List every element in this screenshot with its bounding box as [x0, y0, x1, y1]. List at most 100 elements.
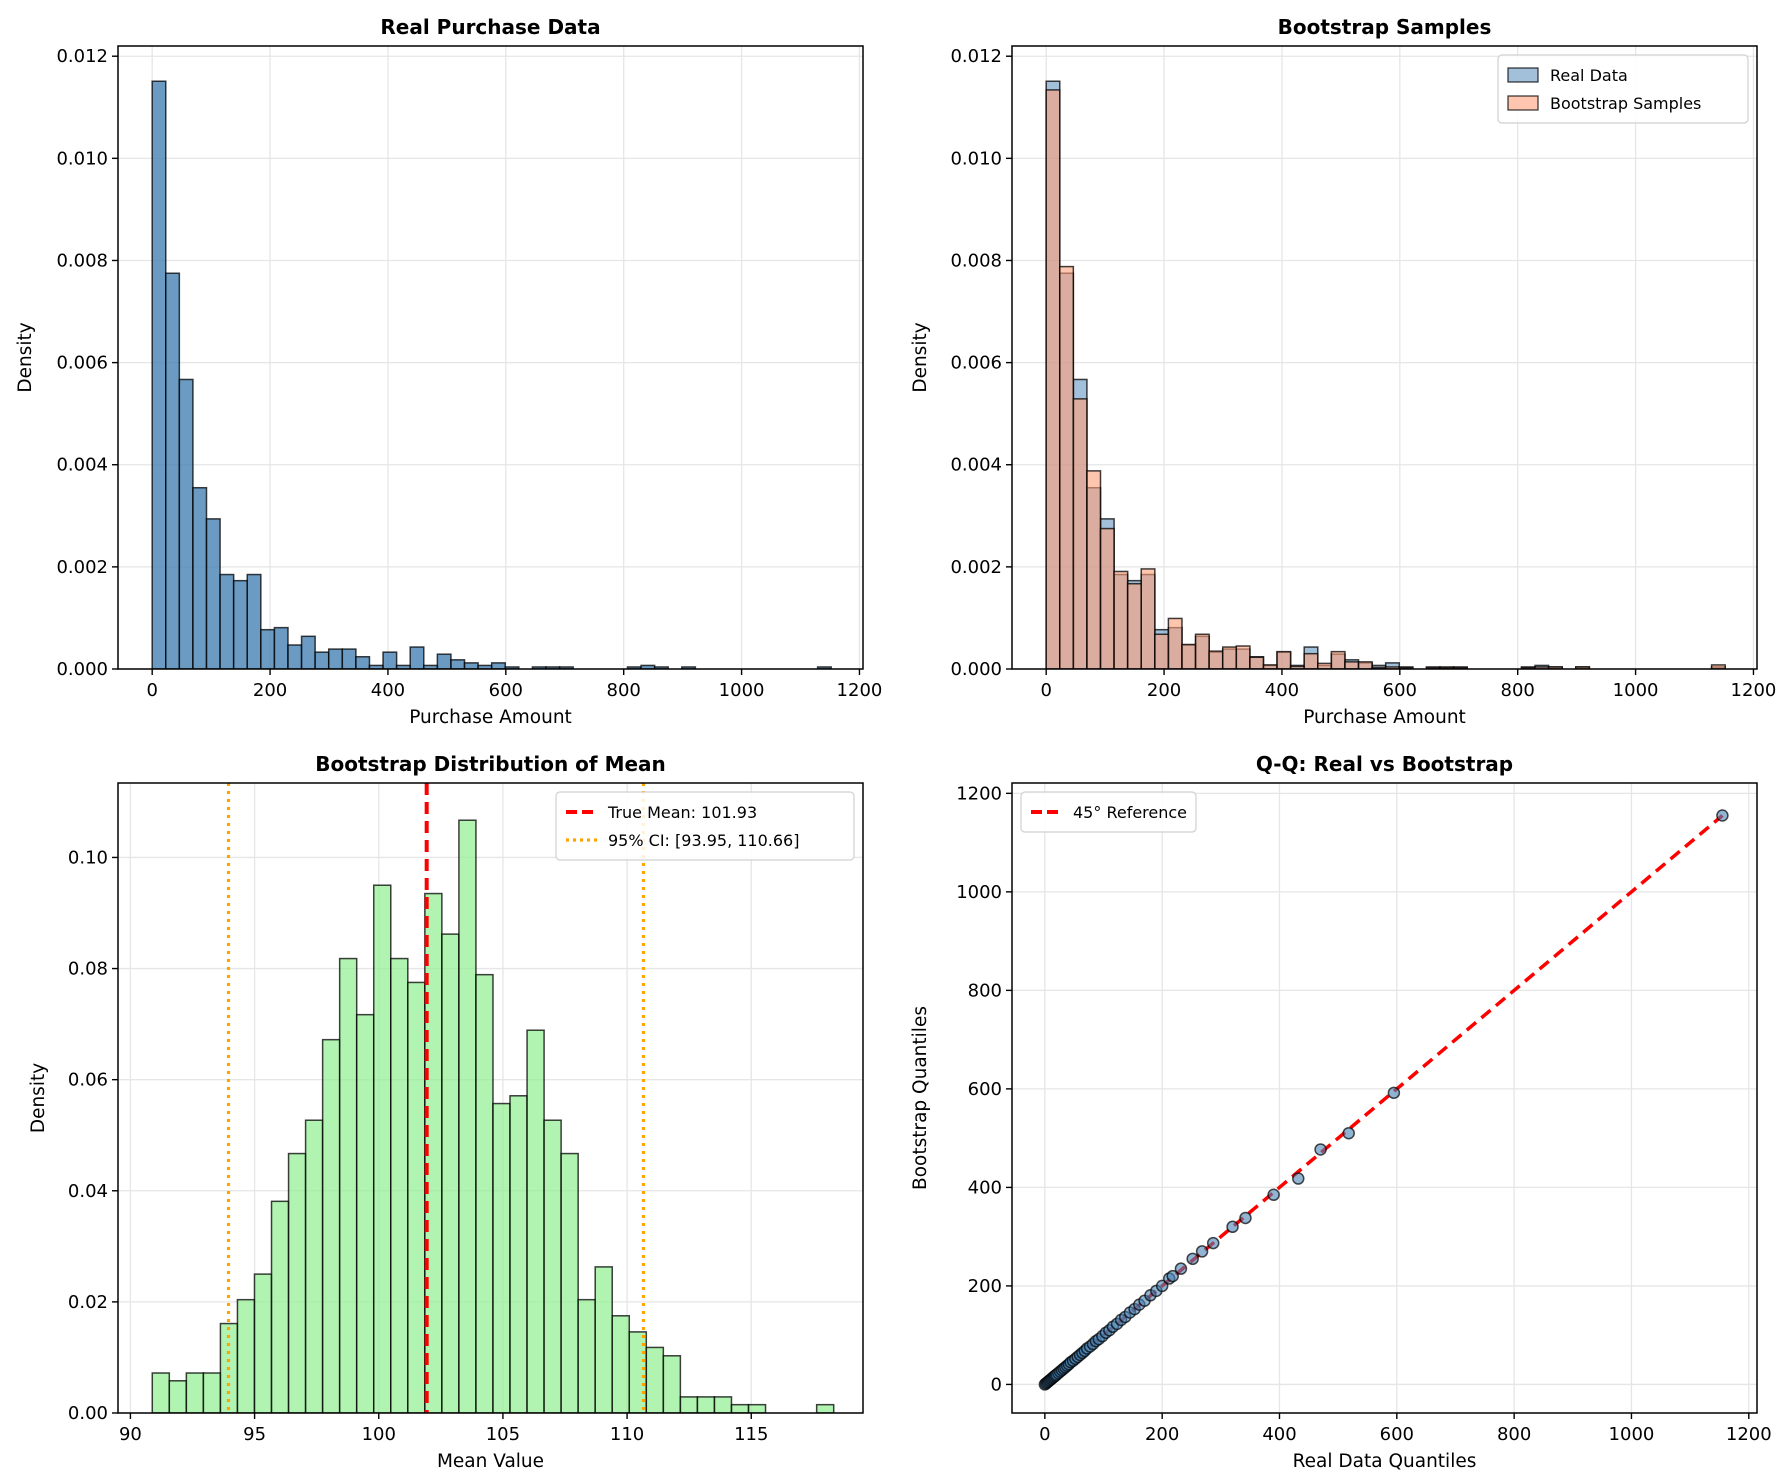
histogram-bar — [341, 648, 357, 669]
x-tick-label: 600 — [489, 680, 523, 701]
qq-point — [1166, 1269, 1179, 1283]
y-tick-label: 0.006 — [950, 353, 1002, 374]
histogram-bar — [458, 819, 477, 1413]
legend: 45° Reference — [1020, 791, 1197, 833]
qq-point — [1342, 1126, 1355, 1140]
x-tick-label: 115 — [734, 1424, 768, 1445]
histogram-bar — [178, 378, 194, 669]
histogram-bar — [558, 666, 574, 669]
x-tick-label: 600 — [1383, 680, 1417, 701]
histogram-bar — [730, 1403, 750, 1413]
histogram-bar — [314, 651, 330, 669]
y-tick-label: 0.008 — [950, 250, 1002, 271]
x-tick-label: 1200 — [1726, 1424, 1772, 1445]
y-tick-label: 0.010 — [56, 148, 108, 169]
plot-area — [151, 80, 832, 669]
histogram-bar — [202, 1372, 222, 1413]
y-tick-label: 0.000 — [56, 659, 108, 680]
histogram-bar — [713, 1396, 733, 1413]
y-tick-label: 0.02 — [68, 1292, 108, 1313]
histogram-bar — [543, 1119, 562, 1413]
y-tick-label: 0.004 — [950, 455, 1002, 476]
x-tick-label: 100 — [362, 1424, 396, 1445]
histogram-bar — [1384, 662, 1401, 669]
qq-point — [1155, 1279, 1169, 1293]
y-axis-label: Density — [28, 1063, 49, 1133]
histogram-bar — [504, 666, 520, 669]
y-tick-label: 0.04 — [68, 1181, 108, 1202]
x-tick-label: 400 — [371, 680, 405, 701]
y-tick-label: 0.012 — [950, 46, 1002, 67]
y-tick-label: 1200 — [956, 783, 1002, 804]
axes-frame — [1011, 782, 1758, 1414]
qq-point — [1239, 1211, 1252, 1225]
plot-area — [1045, 80, 1726, 669]
legend-label: 45° Reference — [1073, 803, 1187, 822]
x-tick-label: 90 — [119, 1424, 142, 1445]
x-tick-label: 1000 — [1609, 1424, 1655, 1445]
x-axis-label: Purchase Amount — [409, 707, 572, 728]
legend-box — [1020, 791, 1197, 833]
y-tick-label: 0.006 — [56, 353, 108, 374]
subplot-boot: 0 200 400 600 800 1000 1200 0.000 0.002 0.004 0.00… — [910, 15, 1776, 728]
x-axis-label: Mean Value — [437, 1451, 544, 1472]
qq-point — [1226, 1220, 1239, 1234]
histogram-bar — [1235, 645, 1251, 669]
histogram-bar — [236, 1298, 256, 1413]
qq-point — [1267, 1188, 1280, 1202]
y-tick-label: 1000 — [956, 882, 1002, 903]
histogram-bar — [509, 1095, 528, 1413]
y-axis-label: Density — [910, 322, 931, 392]
histogram-bar — [165, 272, 181, 669]
qq-point — [1716, 809, 1729, 822]
histogram-bar — [409, 646, 425, 669]
histogram-bar — [253, 1273, 273, 1413]
qq-point — [1292, 1172, 1305, 1185]
legend-label: Real Data — [1550, 66, 1628, 85]
legend-label: 95% CI: [93.95, 110.66] — [608, 831, 799, 850]
histogram-bar — [1045, 89, 1061, 669]
histogram-bar — [815, 1403, 835, 1413]
histogram-bar — [1208, 650, 1224, 669]
histogram-bar — [355, 655, 371, 669]
histogram-bar — [441, 933, 460, 1413]
x-tick-label: 1200 — [837, 680, 883, 701]
y-tick-label: 0.008 — [56, 250, 108, 271]
subplot-qq: 0 200 400 600 800 1000 1200 0 200 400 600 800 1000 12… — [910, 752, 1772, 1472]
histogram-bar — [287, 644, 303, 669]
x-tick-label: 400 — [1262, 1424, 1296, 1445]
histogram-bar — [327, 648, 344, 669]
histogram-bar — [681, 666, 697, 669]
y-tick-label: 0.10 — [68, 847, 108, 868]
subplot-means: 90 95 100 105 110 115 0.00 0.02 0.04 0.06 0.08 0.10… — [28, 752, 864, 1472]
histogram-bar — [260, 628, 276, 669]
axes-frame — [1011, 45, 1758, 670]
x-tick-label: 200 — [1145, 1424, 1179, 1445]
histogram-bar — [168, 1380, 188, 1413]
x-tick-label: 800 — [1497, 1424, 1531, 1445]
histogram-bar — [1547, 666, 1563, 669]
y-tick-label: 600 — [968, 1079, 1002, 1100]
histogram-bar — [321, 1038, 341, 1413]
histogram-bar — [1140, 568, 1156, 669]
x-tick-label: 105 — [486, 1424, 520, 1445]
histogram-bar — [577, 1298, 596, 1413]
histogram-bar — [679, 1396, 699, 1413]
legend-label: True Mean: 101.93 — [607, 803, 757, 822]
y-tick-label: 800 — [968, 980, 1002, 1001]
qq-point — [1206, 1236, 1220, 1250]
histogram-bar — [611, 1315, 631, 1413]
histogram-bar — [192, 486, 208, 669]
histogram-bar — [1167, 617, 1183, 669]
histogram-bar — [219, 573, 235, 669]
histogram-bar — [151, 80, 167, 669]
histogram-bar — [355, 1013, 375, 1413]
histogram-bar — [1099, 527, 1115, 669]
axes-frame — [117, 45, 864, 670]
histogram-bar — [304, 1119, 324, 1413]
histogram-bar — [696, 1396, 716, 1413]
histogram-bar — [645, 1346, 665, 1413]
chart-title: Q-Q: Real vs Bootstrap — [1256, 752, 1513, 776]
histogram-bar — [526, 1029, 545, 1413]
histogram-bar — [450, 659, 466, 669]
